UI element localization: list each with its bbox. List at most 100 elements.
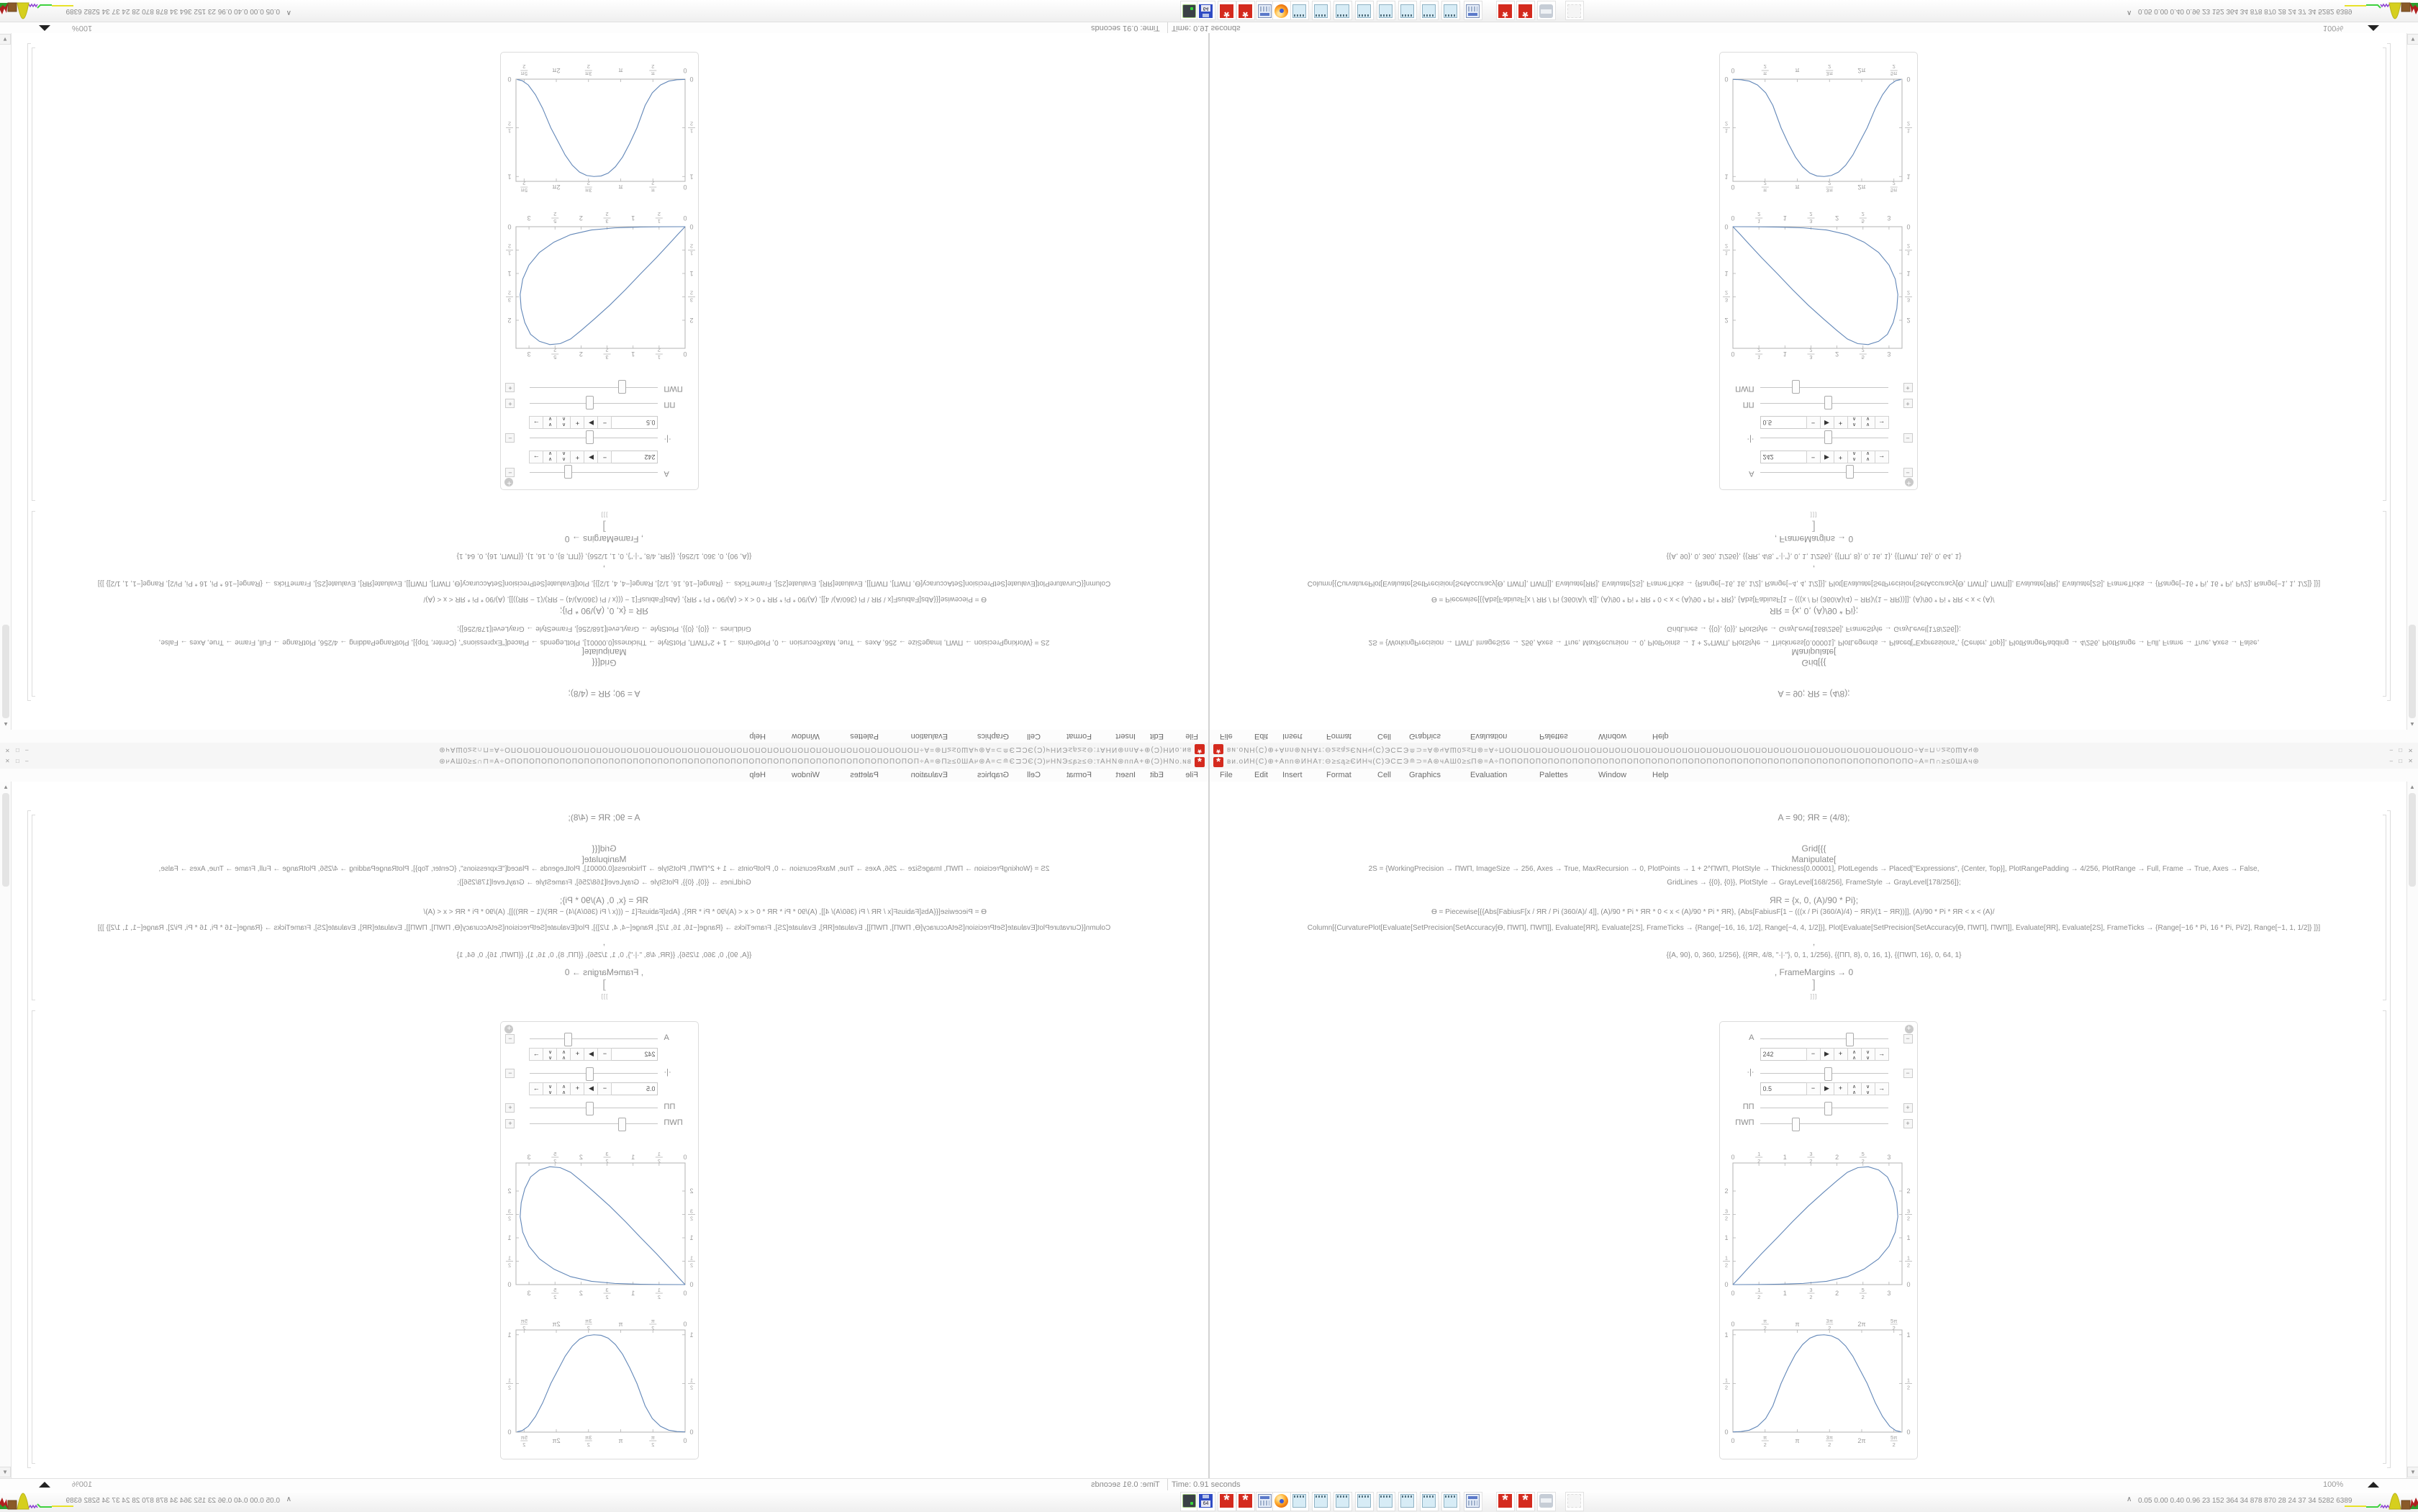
slider-handle[interactable] — [1845, 465, 1854, 479]
menu-evaluation[interactable]: Evaluation — [910, 771, 948, 779]
cell-bracket-code[interactable] — [32, 511, 35, 697]
taskbar-item-notepad[interactable] — [1333, 1, 1352, 20]
window-title-bar[interactable]: * ви.оИН(C)⊕+Аnn⊛ИНАт:⊖≥≤ą≥ЄИНч(C)ЭС⊏Э≘⊃… — [1210, 756, 2418, 769]
menu-format[interactable]: Format — [1326, 771, 1351, 779]
slower-button[interactable]: ∨ ∨ — [543, 416, 558, 429]
faster-button[interactable]: ∧ ∧ — [556, 1082, 571, 1095]
slider-track[interactable] — [1760, 396, 1888, 409]
menu-graphics[interactable]: Graphics — [977, 732, 1009, 741]
cell-bracket-code[interactable] — [2383, 815, 2386, 1000]
collapse-badge-icon[interactable]: − — [1903, 1069, 1913, 1078]
taskbar-item-notepad[interactable] — [1312, 1, 1331, 20]
slower-button[interactable]: ∨ ∨ — [543, 1082, 558, 1095]
window-title-bar[interactable]: * ви.оИН(C)⊕+Аnn⊛ИНАт:⊖≥≤ą≥ЄИНч(C)ЭС⊏Э≘⊃… — [1210, 742, 2418, 756]
play-button[interactable]: ▶ — [1819, 416, 1834, 429]
expand-badge-icon[interactable]: + — [505, 1103, 515, 1113]
step-up-button[interactable]: + — [1833, 1048, 1848, 1061]
menu-cell[interactable]: Cell — [1377, 732, 1391, 741]
cell-bracket-outer[interactable] — [2387, 43, 2391, 701]
play-button[interactable]: ▶ — [584, 1048, 599, 1061]
menu-edit[interactable]: Edit — [1254, 732, 1268, 741]
slower-button[interactable]: ∨ ∨ — [543, 1048, 558, 1061]
menu-cell[interactable]: Cell — [1027, 732, 1041, 741]
taskbar-item-gear-red[interactable]: * — [1496, 1, 1515, 20]
menu-palettes[interactable]: Palettes — [850, 732, 879, 741]
scroll-down-icon[interactable]: ▼ — [0, 1467, 11, 1477]
window-control-buttons[interactable]: – □ ✕ — [3, 747, 29, 753]
slower-button[interactable]: ∨ ∨ — [543, 451, 558, 463]
collapse-badge-icon[interactable]: − — [505, 1069, 515, 1078]
menu-window[interactable]: Window — [1598, 771, 1627, 779]
taskbar-item-notepad[interactable] — [1290, 1, 1309, 20]
menu-cell[interactable]: Cell — [1027, 771, 1041, 779]
menu-file[interactable]: File — [1185, 771, 1198, 779]
scrollbar-thumb[interactable] — [2, 793, 9, 887]
step-down-button[interactable]: − — [597, 1048, 612, 1061]
step-up-button[interactable]: + — [570, 451, 585, 463]
magnification-popup-icon[interactable] — [2368, 1482, 2379, 1488]
taskbar-item-drive-green[interactable] — [1180, 1492, 1199, 1511]
tray-chevron-icon[interactable]: ∧ — [286, 1495, 291, 1503]
faster-button[interactable]: ∧ ∧ — [1847, 451, 1862, 463]
taskbar-item-gear-red[interactable]: * — [1236, 1, 1255, 20]
step-up-button[interactable]: + — [1833, 1082, 1848, 1095]
faster-button[interactable]: ∧ ∧ — [1847, 1048, 1862, 1061]
step-up-button[interactable]: + — [570, 1082, 585, 1095]
menu-cell[interactable]: Cell — [1377, 771, 1391, 779]
expand-badge-icon[interactable]: + — [1903, 1103, 1913, 1113]
slider-track[interactable] — [530, 396, 658, 409]
slider-value-field[interactable] — [610, 1048, 658, 1061]
taskbar-item-notepad[interactable] — [1355, 1, 1374, 20]
direction-button[interactable]: → — [529, 1048, 544, 1061]
scrollbar-thumb[interactable] — [2409, 793, 2416, 887]
taskbar-item-notepad[interactable] — [1398, 1, 1417, 20]
expand-badge-icon[interactable]: + — [505, 1119, 515, 1128]
taskbar-item-notepad[interactable] — [1355, 1492, 1374, 1511]
menu-evaluation[interactable]: Evaluation — [1470, 771, 1508, 779]
menu-graphics[interactable]: Graphics — [977, 771, 1009, 779]
slider-handle[interactable] — [1824, 430, 1832, 444]
vertical-scrollbar[interactable]: ▲ ▼ — [0, 782, 12, 1478]
slider-value-field[interactable] — [610, 1082, 658, 1095]
step-up-button[interactable]: + — [570, 416, 585, 429]
menu-insert[interactable]: Insert — [1115, 771, 1136, 779]
magnification-popup-icon[interactable] — [2368, 25, 2379, 31]
taskbar-item-notepad[interactable] — [1420, 1, 1439, 20]
play-button[interactable]: ▶ — [584, 451, 599, 463]
slider-handle[interactable] — [564, 1033, 573, 1046]
slider-track[interactable] — [530, 1118, 658, 1131]
expand-badge-icon[interactable]: + — [1903, 383, 1913, 392]
scroll-up-icon[interactable]: ▲ — [2409, 721, 2415, 728]
slider-track[interactable] — [1760, 1033, 1888, 1046]
menu-help[interactable]: Help — [749, 771, 766, 779]
slower-button[interactable]: ∨ ∨ — [1860, 1048, 1875, 1061]
scroll-up-icon[interactable]: ▲ — [3, 721, 9, 728]
taskbar-item-notepad[interactable] — [1441, 1492, 1460, 1511]
vertical-scrollbar[interactable]: ▲ ▼ — [2406, 33, 2418, 730]
taskbar-item-gear-red[interactable]: * — [1516, 1492, 1535, 1511]
slider-handle[interactable] — [1824, 1102, 1832, 1115]
tray-chevron-icon[interactable]: ∧ — [286, 9, 291, 17]
menu-graphics[interactable]: Graphics — [1409, 771, 1441, 779]
slider-value-field[interactable] — [1760, 1082, 1808, 1095]
step-down-button[interactable]: − — [1806, 1082, 1821, 1095]
slider-value-field[interactable] — [610, 416, 658, 429]
step-down-button[interactable]: − — [1806, 416, 1821, 429]
window-control-buttons[interactable]: – □ ✕ — [3, 758, 29, 764]
menu-file[interactable]: File — [1185, 732, 1198, 741]
menu-evaluation[interactable]: Evaluation — [1470, 732, 1508, 741]
slider-handle[interactable] — [586, 396, 594, 409]
play-button[interactable]: ▶ — [584, 416, 599, 429]
play-button[interactable]: ▶ — [1819, 451, 1834, 463]
taskbar-item-notepad[interactable] — [1333, 1492, 1352, 1511]
slider-handle[interactable] — [1824, 396, 1832, 409]
slider-handle[interactable] — [586, 430, 594, 444]
slider-handle[interactable] — [1792, 1118, 1800, 1131]
direction-button[interactable]: → — [529, 451, 544, 463]
direction-button[interactable]: → — [1874, 1048, 1889, 1061]
slider-handle[interactable] — [1792, 380, 1800, 394]
direction-button[interactable]: → — [1874, 1082, 1889, 1095]
expand-badge-icon[interactable]: + — [505, 399, 515, 408]
step-up-button[interactable]: + — [1833, 451, 1848, 463]
slider-handle[interactable] — [586, 1067, 594, 1081]
